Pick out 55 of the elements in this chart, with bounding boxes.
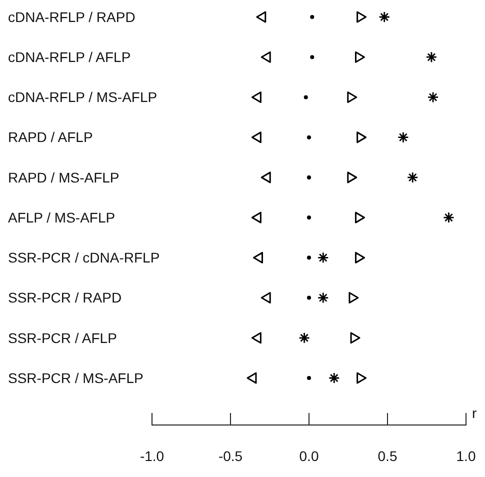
point [251, 332, 262, 344]
point [298, 332, 310, 344]
point [378, 11, 390, 23]
point [354, 212, 365, 224]
point [350, 332, 360, 344]
y-tick-label: SSR-PCR / cDNA-RFLP [8, 250, 160, 266]
point [306, 216, 312, 220]
point [310, 55, 314, 60]
y-tick-label: SSR-PCR / MS-AFLP [8, 370, 144, 386]
x-tick-label: -0.5 [218, 448, 243, 464]
point [306, 376, 312, 380]
point [356, 132, 367, 144]
point [426, 51, 438, 63]
point [306, 135, 312, 140]
point [260, 292, 271, 304]
point [398, 132, 409, 144]
point [356, 11, 367, 23]
point [251, 212, 262, 224]
point [347, 172, 358, 184]
y-tick-label: cDNA-RFLP / AFLP [8, 49, 131, 66]
point [306, 296, 312, 300]
y-tick-label: cDNA-RFLP / MS-AFLP [8, 89, 158, 106]
point [256, 11, 266, 23]
y-tick-label: AFLP / MS-AFLP [8, 209, 116, 226]
point [427, 92, 439, 103]
point [348, 292, 359, 304]
point [347, 91, 358, 103]
x-tick-label: -1.0 [140, 448, 164, 464]
y-tick-label: RAPD / MS-AFLP [8, 169, 120, 186]
point [310, 14, 314, 20]
x-tick-label: 0.0 [299, 448, 319, 464]
y-tick-label: cDNA-RFLP / RAPD [8, 8, 136, 25]
point [246, 372, 257, 384]
point [317, 252, 329, 264]
y-tick-label: SSR-PCR / RAPD [8, 290, 122, 306]
y-tick-label: SSR-PCR / AFLP [8, 330, 117, 346]
point [306, 256, 312, 260]
point [443, 212, 454, 224]
point [328, 372, 340, 384]
point [251, 132, 262, 144]
point [406, 172, 418, 184]
x-axis-title: r [472, 405, 477, 421]
point [251, 91, 262, 103]
y-tick-label: RAPD / AFLP [8, 129, 93, 146]
point [356, 372, 367, 384]
x-tick-label: 1.0 [456, 448, 476, 464]
x-tick-label: 0.5 [378, 448, 398, 464]
point [317, 292, 329, 304]
point [260, 51, 271, 63]
point [304, 95, 308, 100]
point [260, 172, 271, 184]
point [253, 252, 264, 264]
point [306, 175, 312, 180]
point [354, 252, 365, 264]
point [354, 51, 365, 63]
